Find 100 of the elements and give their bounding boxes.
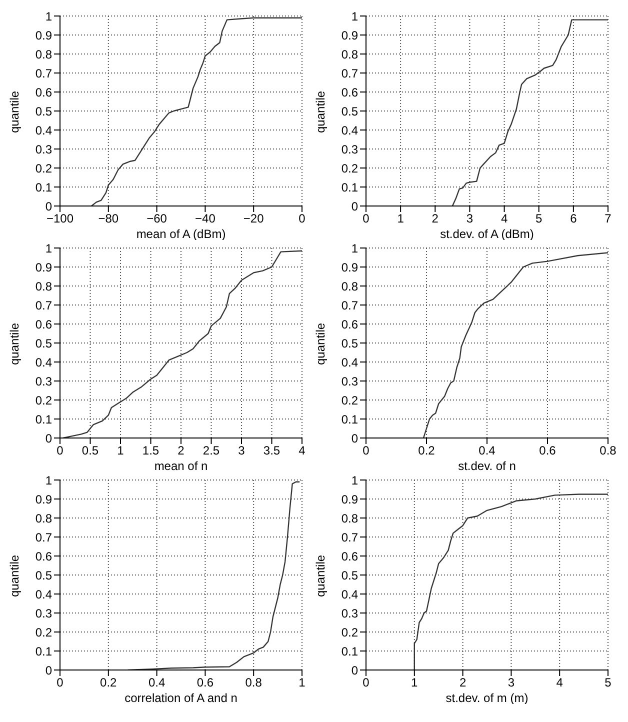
y-tick-label: 0.8 (341, 279, 358, 294)
y-tick-label: 0.5 (35, 336, 52, 350)
y-tick-label: 0.7 (35, 298, 52, 312)
y-tick-label: 0.7 (341, 530, 358, 544)
y-tick-label: 0.6 (35, 85, 52, 100)
x-tick-label: 5 (604, 676, 612, 690)
y-tick-label: 0 (351, 199, 358, 214)
y-axis-title: quantile (7, 90, 22, 133)
x-tick-label: 1 (411, 676, 418, 690)
y-tick-label: 0.1 (341, 644, 358, 658)
x-tick-label: 3 (238, 444, 246, 458)
x-tick-label: 3 (508, 676, 515, 690)
x-tick-label: 0.6 (196, 676, 214, 690)
y-tick-label: 0.2 (341, 393, 358, 408)
y-tick-label: 0.5 (35, 104, 52, 118)
x-tick-label: 4 (556, 676, 564, 690)
y-axis-title: quantile (313, 322, 328, 365)
x-tick-label: 2 (432, 212, 439, 226)
y-tick-label: 0.4 (341, 355, 358, 370)
y-tick-label: 0.9 (35, 28, 52, 42)
x-tick-label: 0 (56, 676, 64, 690)
y-tick-label: 0.1 (341, 180, 358, 194)
x-tick-label: −60 (146, 212, 168, 226)
x-tick-label: 1 (298, 676, 306, 690)
x-tick-label: 3.5 (263, 444, 280, 458)
y-tick-label: 0 (45, 663, 52, 678)
y-tick-label: 0 (351, 663, 358, 678)
y-tick-label: 0.8 (341, 47, 358, 62)
y-tick-label: 0.5 (35, 568, 52, 582)
y-tick-label: 0.2 (35, 393, 52, 408)
x-tick-label: 4 (500, 212, 508, 226)
y-tick-label: 0.4 (341, 587, 358, 602)
y-tick-label: 1 (45, 473, 52, 488)
y-tick-label: 0.5 (341, 104, 358, 118)
x-tick-label: 2 (178, 444, 185, 458)
y-tick-label: 0.9 (341, 28, 358, 42)
y-tick-label: 0.7 (35, 530, 52, 544)
y-tick-label: 0.4 (35, 355, 52, 370)
y-tick-label: 0.3 (35, 142, 52, 156)
y-tick-label: 1 (351, 241, 358, 256)
x-tick-label: 2 (459, 676, 466, 690)
y-tick-label: 0.6 (341, 85, 358, 100)
x-axis-title: mean of n (154, 459, 208, 473)
x-tick-label: 0.8 (245, 676, 262, 690)
y-tick-label: 0.4 (35, 123, 52, 138)
line-series (422, 252, 608, 438)
y-tick-label: 0.6 (35, 317, 52, 332)
x-tick-label: 3 (466, 212, 474, 226)
x-tick-label: 0.2 (100, 676, 118, 690)
y-tick-label: 0.3 (341, 374, 358, 388)
y-tick-label: 0.1 (35, 180, 52, 194)
x-tick-label: −100 (46, 212, 74, 226)
y-axis-title: quantile (7, 322, 22, 365)
x-tick-label: 0.4 (478, 444, 496, 458)
x-tick-label: 4 (298, 444, 306, 458)
y-tick-label: 0.4 (341, 123, 358, 138)
x-tick-label: 0.8 (600, 444, 617, 458)
y-tick-label: 0.9 (341, 260, 358, 274)
y-tick-label: 0.8 (35, 47, 52, 62)
x-tick-label: 0 (56, 444, 64, 458)
y-tick-label: 0.9 (35, 492, 52, 506)
y-tick-label: 0.1 (341, 412, 358, 426)
y-tick-label: 1 (45, 241, 52, 256)
y-tick-label: 0.9 (35, 260, 52, 274)
y-axis-title: quantile (7, 554, 22, 597)
x-tick-label: 0.5 (82, 444, 99, 458)
y-tick-label: 0.6 (35, 549, 52, 564)
x-tick-label: 1 (117, 444, 124, 458)
x-tick-label: −80 (98, 212, 119, 226)
y-tick-label: 0 (45, 199, 52, 214)
y-tick-label: 0.3 (341, 142, 358, 156)
y-tick-label: 0.9 (341, 492, 358, 506)
y-tick-label: 0.5 (341, 568, 358, 582)
x-tick-label: 0 (362, 676, 370, 690)
x-tick-label: 5 (536, 212, 543, 226)
y-tick-label: 0.2 (341, 161, 358, 176)
x-axis-title: correlation of A and n (124, 691, 238, 705)
y-tick-label: 0.7 (341, 298, 358, 312)
y-tick-label: 0.8 (35, 511, 52, 526)
y-tick-label: 0.7 (35, 66, 52, 80)
x-axis-title: st.dev. of n (458, 459, 516, 473)
x-tick-label: −40 (195, 212, 216, 226)
y-axis-title: quantile (313, 90, 328, 133)
y-tick-label: 0.2 (35, 625, 52, 640)
y-tick-label: 0.4 (35, 587, 52, 602)
y-tick-label: 0.6 (341, 317, 358, 332)
x-tick-label: 0.4 (148, 676, 166, 690)
y-tick-label: 0.7 (341, 66, 358, 80)
x-tick-label: 0 (298, 212, 306, 226)
y-tick-label: 0.3 (35, 374, 52, 388)
y-tick-label: 0.2 (341, 625, 358, 640)
y-tick-label: 1 (351, 473, 358, 488)
y-tick-label: 0.8 (35, 279, 52, 294)
y-tick-label: 0.2 (35, 161, 52, 176)
x-tick-label: 1.5 (142, 444, 160, 458)
x-tick-label: 7 (604, 212, 612, 226)
x-tick-label: 0.2 (418, 444, 436, 458)
y-tick-label: 0.1 (35, 412, 52, 426)
y-tick-label: 0.8 (341, 511, 358, 526)
y-tick-label: 0.6 (341, 549, 358, 564)
